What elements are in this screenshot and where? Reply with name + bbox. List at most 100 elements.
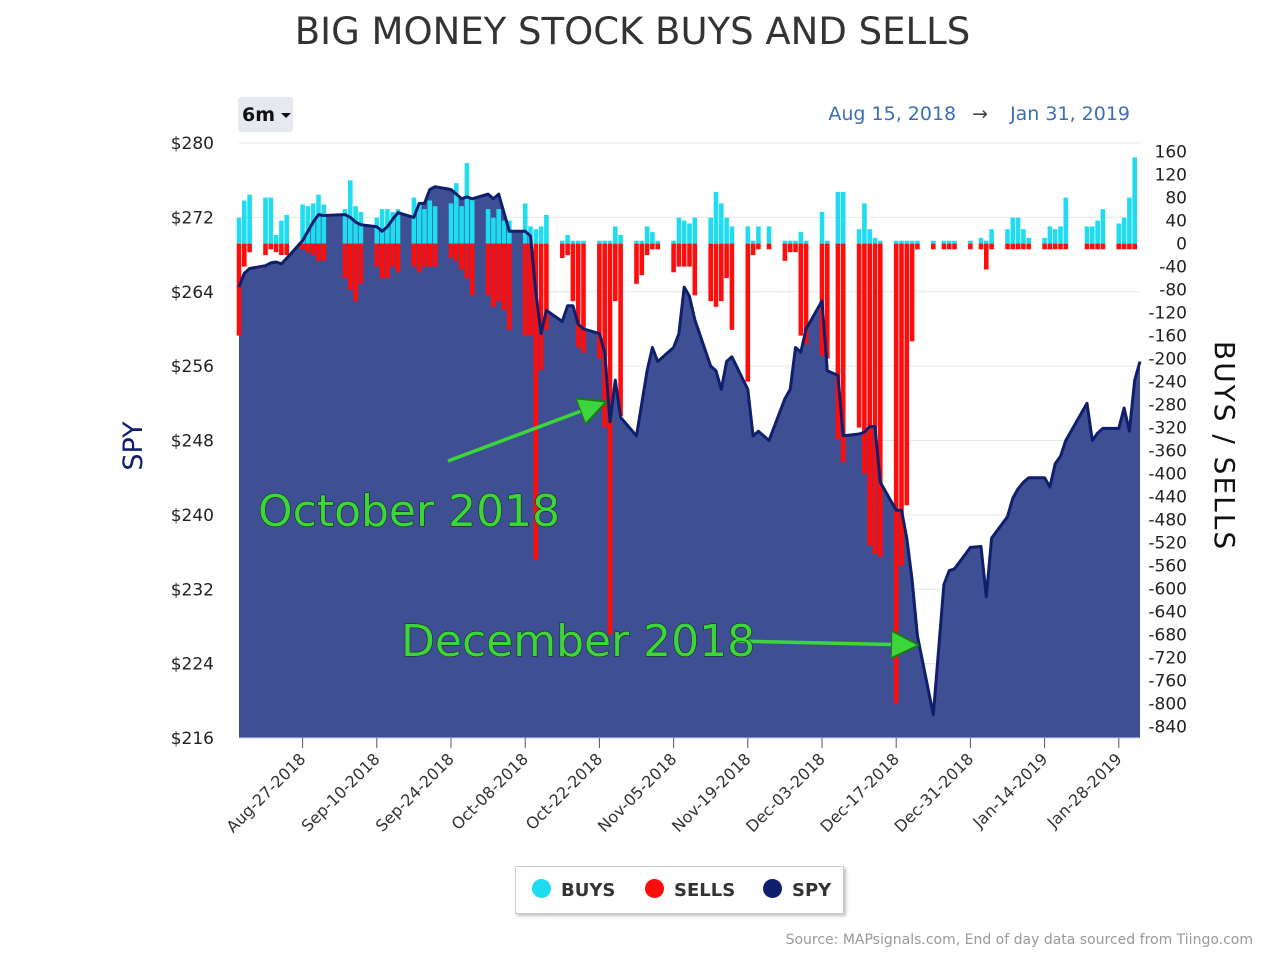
spy-line-layer bbox=[237, 185, 1142, 717]
buys-bar bbox=[819, 212, 825, 244]
sells-bar bbox=[575, 243, 581, 348]
sells-bar bbox=[279, 243, 284, 256]
buys-bar bbox=[687, 223, 692, 244]
sells-bar bbox=[268, 243, 274, 250]
caret-down-icon bbox=[281, 113, 291, 118]
buys-bar bbox=[602, 240, 607, 244]
sells-bar bbox=[342, 243, 348, 279]
buys-bar bbox=[575, 240, 581, 244]
buys-bar bbox=[485, 209, 491, 244]
buys-bar bbox=[358, 212, 364, 244]
spy-area bbox=[239, 186, 1140, 738]
buys-bar bbox=[279, 220, 284, 244]
buys-bar bbox=[793, 240, 798, 244]
range-selector-label: 6m bbox=[242, 104, 276, 126]
buys-bar bbox=[968, 240, 973, 244]
buys-bar bbox=[719, 203, 724, 244]
sells-bar bbox=[416, 243, 422, 273]
buys-bar bbox=[236, 217, 242, 244]
x-tick-label: Jan-14-2019 bbox=[968, 749, 1051, 832]
y-right-tick-label: 120 bbox=[1155, 166, 1187, 186]
sells-bar bbox=[1100, 243, 1106, 250]
sells-bar bbox=[872, 243, 878, 554]
x-tick-label: Jan-28-2019 bbox=[1043, 749, 1126, 832]
buys-bar bbox=[650, 232, 655, 244]
credits-text[interactable]: Source: MAPsignals.com, End of day data … bbox=[785, 932, 1253, 948]
buys-bar bbox=[607, 240, 613, 244]
buys-bar bbox=[708, 217, 713, 244]
sells-bar bbox=[321, 243, 327, 261]
sells-bar bbox=[390, 243, 395, 267]
sells-bar bbox=[316, 243, 321, 261]
date-range-to[interactable]: Jan 31, 2019 bbox=[1010, 103, 1130, 125]
sells-bar bbox=[1116, 243, 1122, 250]
buys-bar bbox=[268, 197, 274, 244]
buys-bar bbox=[639, 240, 645, 244]
sells-bar bbox=[618, 243, 623, 417]
legend-marker-spy bbox=[763, 879, 782, 898]
sells-bar bbox=[1005, 243, 1010, 250]
y-left-tick-label: $224 bbox=[171, 655, 214, 675]
sells-bar bbox=[469, 243, 475, 296]
buys-bar bbox=[766, 226, 772, 244]
y-right-axis-title: BUYS / SELLS bbox=[1208, 341, 1241, 551]
sells-bar bbox=[432, 243, 438, 267]
sells-bar bbox=[310, 243, 316, 256]
buys-bar bbox=[941, 240, 947, 244]
sells-bar bbox=[655, 243, 660, 250]
sells-bar bbox=[644, 243, 650, 256]
y-right-tick-label: -800 bbox=[1148, 695, 1187, 715]
buys-bar bbox=[676, 217, 682, 244]
x-tick-label: Oct-22-2018 bbox=[522, 749, 606, 833]
october-annotation: October 2018 bbox=[258, 486, 560, 537]
buys-bar bbox=[878, 240, 883, 244]
sells-bar bbox=[671, 243, 676, 273]
range-selector-dropdown[interactable]: 6m bbox=[238, 97, 293, 132]
buys-bar bbox=[835, 191, 841, 244]
buys-bar bbox=[395, 209, 401, 244]
y-right-tick-label: -560 bbox=[1148, 557, 1187, 577]
buys-bar bbox=[729, 226, 735, 244]
y-right-tick-label: -80 bbox=[1159, 281, 1187, 301]
sells-bar bbox=[840, 243, 846, 463]
buys-bar bbox=[321, 204, 327, 244]
sells-bar bbox=[1021, 243, 1026, 250]
y-right-tick-label: -280 bbox=[1148, 396, 1187, 416]
buys-bar bbox=[856, 229, 862, 244]
sells-bar bbox=[570, 243, 576, 302]
legend-item-buys[interactable]: BUYS bbox=[532, 879, 615, 901]
buys-bar bbox=[644, 226, 650, 244]
sells-bar bbox=[247, 243, 252, 253]
sells-bar bbox=[1084, 243, 1090, 250]
buys-bar bbox=[1015, 217, 1021, 244]
sells-bar bbox=[448, 243, 454, 258]
buys-bar bbox=[454, 183, 459, 244]
sells-bar bbox=[862, 243, 867, 474]
legend-item-spy[interactable]: SPY bbox=[763, 879, 831, 901]
y-left-tick-label: $240 bbox=[171, 506, 214, 526]
sells-bar bbox=[1058, 243, 1063, 250]
buys-bar bbox=[1010, 217, 1016, 244]
sells-bar bbox=[1063, 243, 1069, 250]
buys-bar bbox=[491, 217, 496, 244]
buys-bar bbox=[427, 200, 433, 244]
legend-marker-buys bbox=[532, 879, 551, 898]
sells-bar bbox=[798, 243, 804, 336]
sells-bar bbox=[899, 243, 904, 566]
legend-item-sells[interactable]: SELLS bbox=[645, 879, 735, 901]
sells-bar bbox=[713, 243, 719, 307]
sells-bar bbox=[273, 243, 279, 253]
y-right-tick-label: -480 bbox=[1148, 511, 1187, 531]
sells-bar bbox=[787, 243, 793, 253]
buys-bar bbox=[904, 240, 910, 244]
buys-bar bbox=[952, 240, 957, 244]
date-range-from[interactable]: Aug 15, 2018 bbox=[828, 103, 957, 125]
sells-bar bbox=[560, 243, 565, 258]
buys-bar bbox=[946, 240, 952, 244]
x-tick-label: Sep-24-2018 bbox=[372, 749, 458, 835]
y-right-tick-label: -640 bbox=[1148, 603, 1187, 623]
sells-bar bbox=[803, 243, 809, 345]
buys-bar bbox=[840, 191, 846, 244]
sells-bar bbox=[782, 243, 788, 261]
sells-bar bbox=[978, 243, 984, 250]
